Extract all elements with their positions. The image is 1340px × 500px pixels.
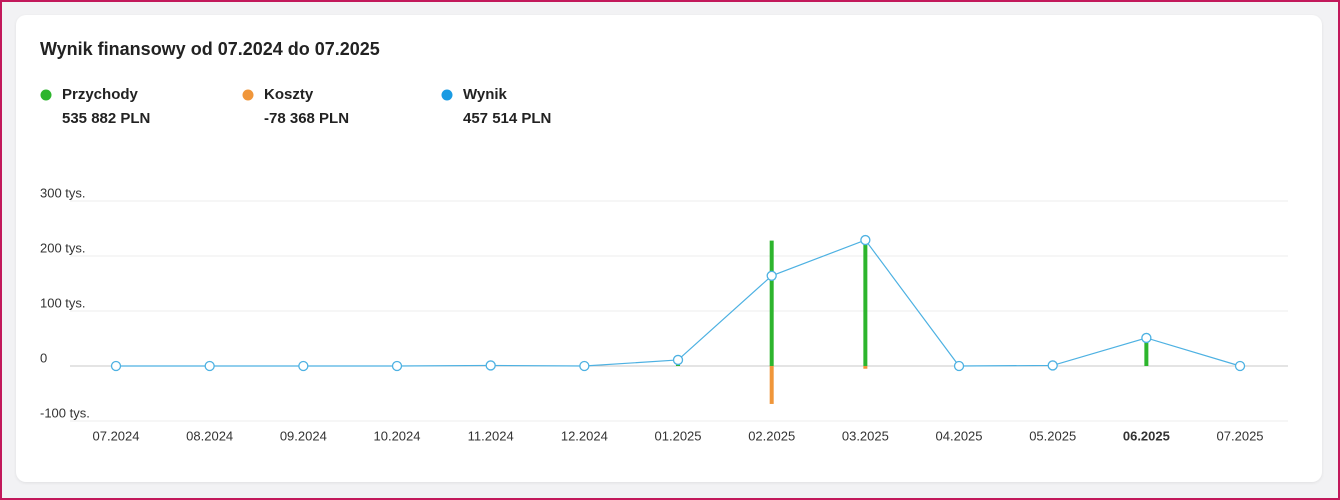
- point: [766, 270, 777, 281]
- bar: [769, 366, 774, 404]
- legend-dot: [441, 89, 453, 101]
- bar: [769, 240, 774, 366]
- x-tick-label: 12.2024: [561, 428, 608, 443]
- x-tick-label: 07.2025: [1217, 428, 1264, 443]
- y-tick-label: 300 tys.: [40, 185, 86, 200]
- point: [953, 360, 965, 372]
- x-tick-label: 07.2024: [93, 428, 140, 443]
- y-tick-label: 100 tys.: [40, 295, 86, 310]
- line: [116, 239, 1241, 367]
- legend-total: -78 368 PLN: [264, 110, 349, 127]
- point: [204, 360, 215, 372]
- x-tick-label: 01.2025: [655, 428, 702, 443]
- x-tick-label: 10.2024: [374, 428, 421, 443]
- legend-dot: [242, 89, 254, 101]
- point: [298, 360, 309, 372]
- x-tick-label: 08.2024: [186, 428, 233, 443]
- legend-total: 535 882 PLN: [62, 110, 150, 127]
- point: [672, 354, 684, 366]
- y-tick-label: -100 tys.: [40, 405, 90, 420]
- y-tick-label: 0: [40, 350, 47, 365]
- y-tick-label: 200 tys.: [40, 240, 86, 255]
- x-tick-label: 04.2025: [936, 428, 983, 443]
- point: [860, 234, 871, 246]
- bar: [863, 366, 868, 369]
- bar: [863, 237, 868, 366]
- point: [1234, 360, 1246, 372]
- x-tick-label: 05.2025: [1029, 428, 1076, 443]
- point: [1047, 360, 1058, 371]
- legend-name: Przychody: [62, 86, 139, 103]
- legend-total: 457 514 PLN: [463, 110, 551, 127]
- point: [579, 360, 590, 372]
- point: [391, 360, 403, 372]
- legend-name: Wynik: [463, 86, 508, 103]
- card: [16, 15, 1322, 482]
- point: [1141, 332, 1152, 344]
- point: [110, 360, 122, 372]
- legend-dot: [40, 89, 52, 101]
- x-tick-label: 09.2024: [280, 428, 327, 443]
- x-tick-label: 11.2024: [468, 428, 514, 443]
- point: [485, 360, 496, 371]
- bar: [1144, 338, 1149, 366]
- x-tick-label: 03.2025: [842, 428, 889, 443]
- x-tick-label: 02.2025: [748, 428, 795, 443]
- chart-title: Wynik finansowy od 07.2024 do 07.2025: [40, 39, 380, 59]
- x-tick-label: 06.2025: [1123, 428, 1170, 443]
- legend-name: Koszty: [264, 86, 314, 103]
